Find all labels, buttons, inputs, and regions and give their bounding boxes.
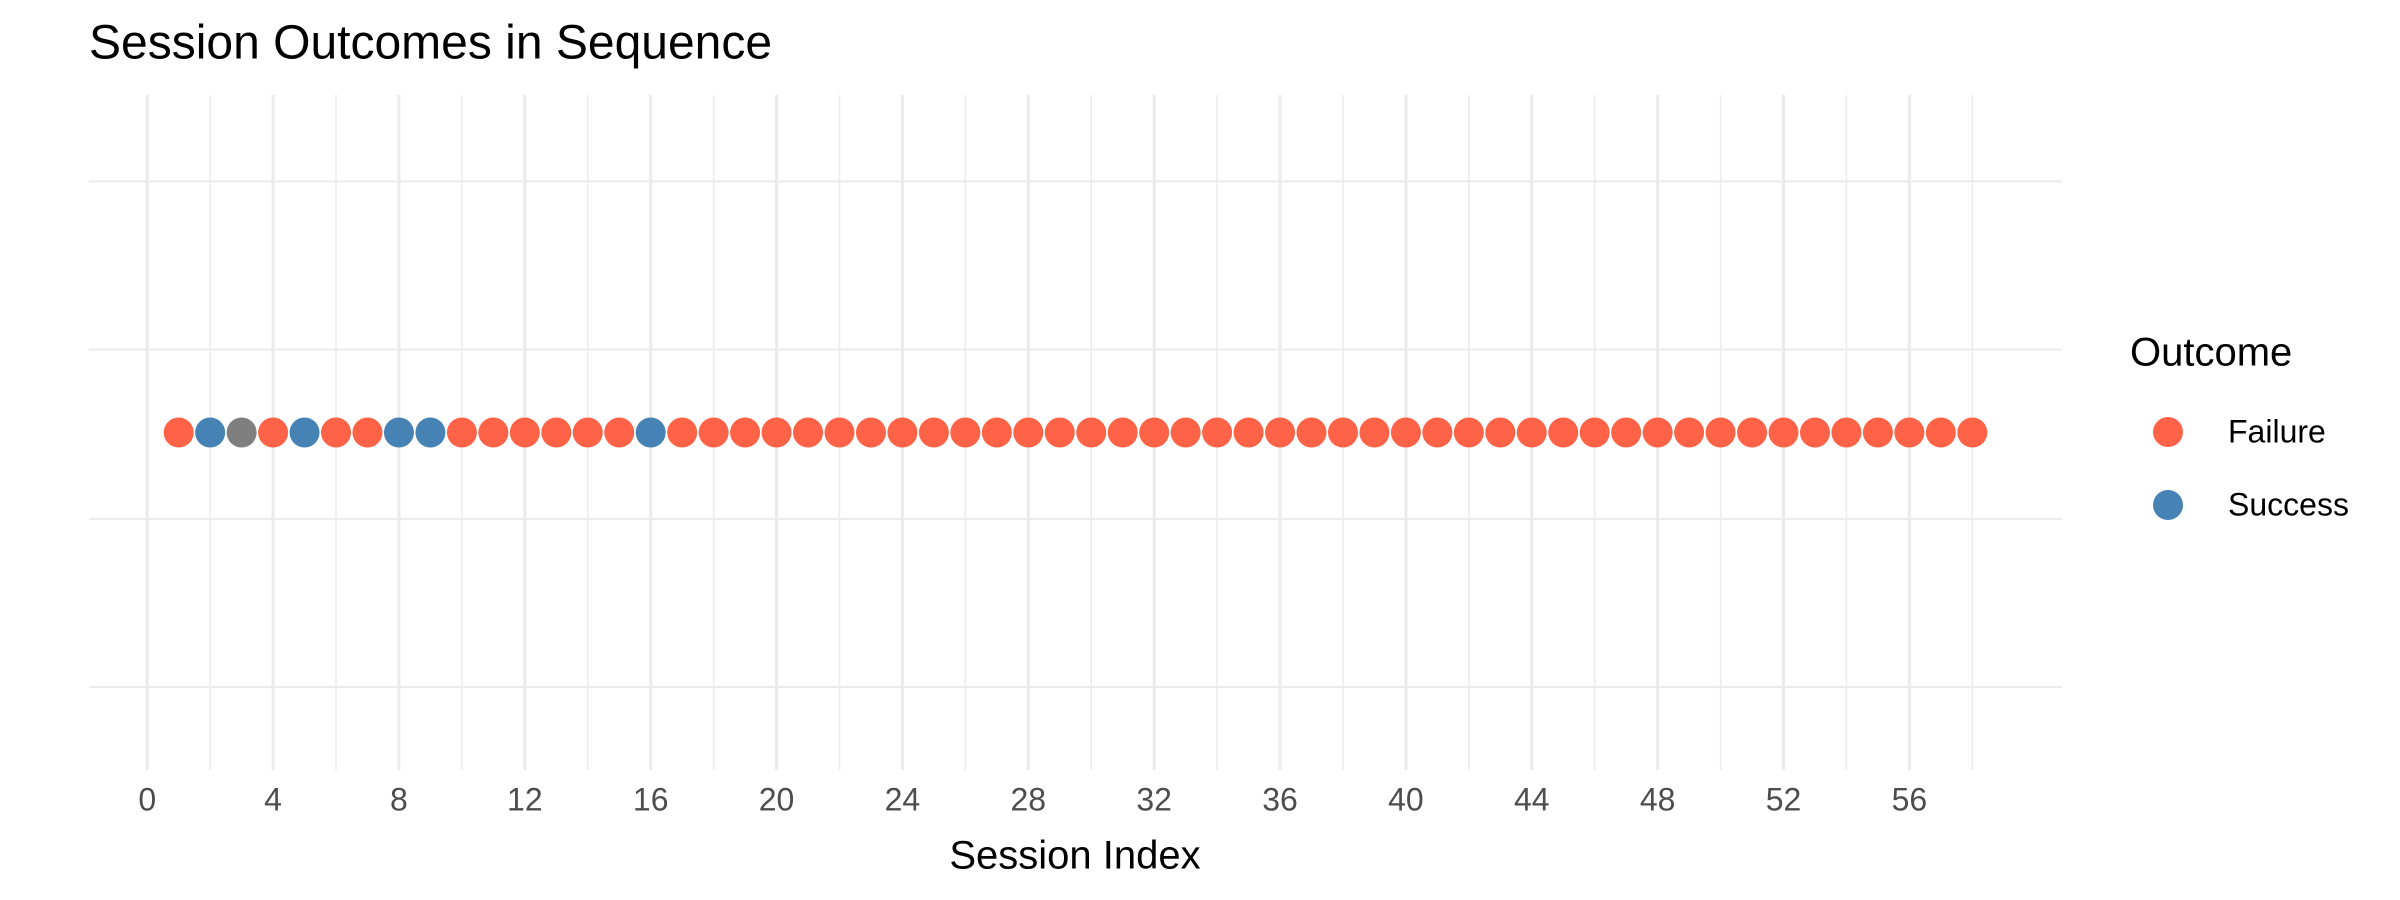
point	[1579, 417, 1610, 448]
point	[1799, 417, 1830, 448]
legend-title: Outcome	[2130, 331, 2292, 375]
point	[635, 417, 666, 448]
point	[793, 417, 824, 448]
point	[1013, 417, 1044, 448]
chart-title: Session Outcomes in Sequence	[89, 17, 772, 70]
point	[258, 417, 289, 448]
point	[1202, 417, 1233, 448]
point	[1453, 417, 1484, 448]
point	[1390, 417, 1421, 448]
point	[1422, 417, 1453, 448]
legend-key	[2153, 417, 2183, 447]
x-tick-label: 0	[138, 781, 156, 817]
x-axis-title: Session Index	[949, 834, 1200, 878]
point	[352, 417, 383, 448]
point	[195, 417, 226, 448]
point	[1044, 417, 1075, 448]
point	[1359, 417, 1390, 448]
point	[604, 417, 635, 448]
x-tick-label: 40	[1388, 781, 1424, 817]
legend-label: Failure	[2228, 413, 2326, 449]
point	[572, 417, 603, 448]
point	[1076, 417, 1107, 448]
x-tick-label: 16	[633, 781, 669, 817]
point	[1327, 417, 1358, 448]
point	[855, 417, 886, 448]
point	[1925, 417, 1956, 448]
point	[415, 417, 446, 448]
point	[1139, 417, 1170, 448]
point	[698, 417, 729, 448]
x-tick-label: 48	[1640, 781, 1676, 817]
point	[1265, 417, 1296, 448]
x-tick-label: 44	[1514, 781, 1550, 817]
point	[1737, 417, 1768, 448]
x-tick-label: 4	[264, 781, 282, 817]
x-tick-label: 52	[1766, 781, 1802, 817]
point	[1485, 417, 1516, 448]
point	[321, 417, 352, 448]
point	[918, 417, 949, 448]
point	[1642, 417, 1673, 448]
x-tick-label: 24	[885, 781, 921, 817]
point	[1674, 417, 1705, 448]
point	[1233, 417, 1264, 448]
point	[824, 417, 855, 448]
point	[163, 417, 194, 448]
x-tick-label: 56	[1892, 781, 1928, 817]
x-tick-label: 32	[1136, 781, 1172, 817]
point	[887, 417, 918, 448]
point	[226, 417, 257, 448]
point	[509, 417, 540, 448]
point	[1705, 417, 1736, 448]
point	[1107, 417, 1138, 448]
point	[667, 417, 698, 448]
x-tick-label: 36	[1262, 781, 1298, 817]
point	[761, 417, 792, 448]
point	[1296, 417, 1327, 448]
point	[1894, 417, 1925, 448]
x-tick-label: 8	[390, 781, 408, 817]
point	[1611, 417, 1642, 448]
point	[289, 417, 320, 448]
point	[1548, 417, 1579, 448]
point	[981, 417, 1012, 448]
point	[730, 417, 761, 448]
point	[541, 417, 572, 448]
point	[1862, 417, 1893, 448]
point	[478, 417, 509, 448]
x-tick-label: 20	[759, 781, 795, 817]
point	[1831, 417, 1862, 448]
x-tick-label: 28	[1011, 781, 1047, 817]
point	[950, 417, 981, 448]
point	[1957, 417, 1988, 448]
point	[1170, 417, 1201, 448]
point	[1516, 417, 1547, 448]
point	[383, 417, 414, 448]
point	[1768, 417, 1799, 448]
point	[446, 417, 477, 448]
legend-key	[2153, 490, 2183, 520]
x-tick-label: 12	[507, 781, 543, 817]
legend-label: Success	[2228, 486, 2349, 522]
